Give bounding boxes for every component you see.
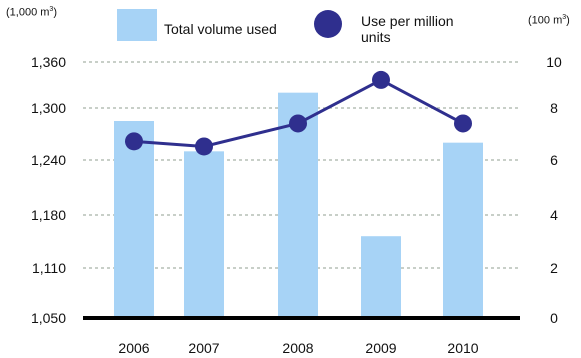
left-axis-tick-label: 1,300 — [31, 100, 66, 116]
left-axis-unit: (1,000 m3) — [6, 6, 57, 19]
line-point-2010 — [454, 114, 472, 133]
left-axis-tick-label: 1,050 — [31, 310, 66, 326]
line-point-2009 — [372, 70, 390, 89]
right-axis-tick-label: 8 — [550, 100, 558, 116]
legend-bar-label: Total volume used — [164, 21, 277, 37]
left-axis-tick-label: 1,240 — [31, 152, 66, 168]
right-axis-tick-label: 0 — [550, 310, 558, 326]
line-point-2007 — [195, 137, 213, 156]
x-axis-tick-label: 2006 — [118, 340, 149, 356]
bar-2006 — [114, 121, 154, 318]
legend-bar-swatch — [117, 9, 157, 41]
line-point-2006 — [125, 132, 143, 151]
x-axis-tick-label: 2007 — [188, 340, 219, 356]
x-axis-tick-label: 2010 — [447, 340, 478, 356]
bar-2009 — [361, 236, 401, 318]
right-axis-tick-label: 6 — [550, 152, 558, 168]
legend-line-label: Use per million units — [361, 13, 454, 45]
left-axis-tick-label: 1,110 — [32, 260, 66, 276]
bar-2010 — [443, 142, 483, 318]
line-point-2008 — [289, 114, 307, 133]
bar-2007 — [184, 151, 224, 318]
right-axis-unit: (100 m3) — [528, 14, 570, 27]
left-axis-tick-label: 1,180 — [31, 207, 66, 223]
right-axis-tick-label: 4 — [550, 207, 558, 223]
right-axis-tick-label: 2 — [550, 260, 558, 276]
x-axis-tick-label: 2009 — [365, 340, 396, 356]
right-axis-tick-label: 10 — [546, 54, 562, 70]
legend-line-swatch — [314, 10, 342, 38]
x-axis-tick-label: 2008 — [282, 340, 313, 356]
left-axis-tick-label: 1,360 — [31, 54, 66, 70]
